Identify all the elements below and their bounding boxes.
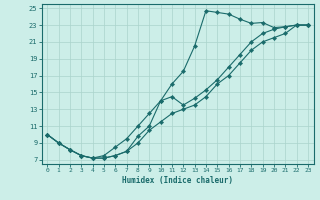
X-axis label: Humidex (Indice chaleur): Humidex (Indice chaleur) <box>122 176 233 185</box>
